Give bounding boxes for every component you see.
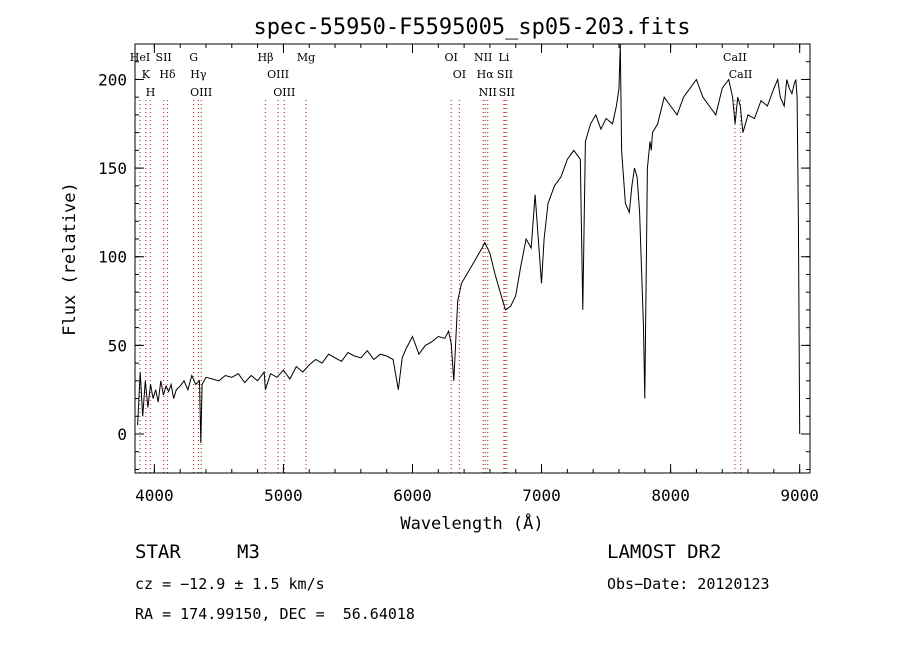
x-tick-label: 5000 xyxy=(264,486,303,505)
line-marker-label: SII xyxy=(497,68,513,81)
line-marker-label: SII xyxy=(499,86,515,99)
line-marker-label: Hα xyxy=(477,68,495,81)
x-tick-label: 9000 xyxy=(780,486,819,505)
x-tick-label: 8000 xyxy=(651,486,690,505)
line-marker-label: OIII xyxy=(190,86,212,99)
line-marker-label: Hβ xyxy=(258,51,274,64)
line-marker-label: NII xyxy=(474,51,492,64)
y-axis-label: Flux (relative) xyxy=(60,182,80,336)
line-marker-label: OIII xyxy=(267,68,289,81)
line-marker-label: H xyxy=(146,86,156,99)
line-markers: HeI KH SII Hδ G Hγ OIII Hβ OIII OIII Mg OI OI NII Hα NI… xyxy=(130,51,753,473)
line-marker-label: OI xyxy=(445,51,458,64)
line-marker-label: NII xyxy=(479,86,497,99)
line-marker-label: CaII xyxy=(729,68,753,81)
line-marker-label: Mg xyxy=(297,51,315,64)
axis-ticks: 4000 5000 6000 7000 8000 9000 0 50 100 150 200 xyxy=(98,43,819,505)
line-marker-label: K xyxy=(142,68,151,81)
line-marker-label: HeI xyxy=(130,51,150,64)
object-type: STAR xyxy=(135,541,181,563)
line-marker-label: OIII xyxy=(273,86,295,99)
obs-date: Obs−Date: 20120123 xyxy=(607,575,770,593)
y-tick-label: 50 xyxy=(108,336,127,355)
y-tick-label: 150 xyxy=(98,159,127,178)
object-class: M3 xyxy=(237,541,260,563)
line-marker-label: SII xyxy=(156,51,172,64)
x-axis-label: Wavelength (Å) xyxy=(400,512,543,534)
x-tick-label: 6000 xyxy=(393,486,432,505)
x-tick-label: 4000 xyxy=(135,486,174,505)
survey-name: LAMOST DR2 xyxy=(607,541,722,563)
ra-dec: RA = 174.99150, DEC = 56.64018 xyxy=(135,605,415,623)
x-tick-label: 7000 xyxy=(522,486,561,505)
line-marker-label: CaII xyxy=(723,51,747,64)
y-tick-label: 200 xyxy=(98,70,127,89)
chart-title: spec-55950-F5595005_sp05-203.fits xyxy=(253,15,690,40)
spectrum-line xyxy=(137,43,801,443)
plot-frame xyxy=(134,43,811,474)
y-tick-label: 100 xyxy=(98,248,127,267)
y-tick-label: 0 xyxy=(117,425,127,444)
line-marker-label: Li xyxy=(498,51,509,64)
line-marker-label: G xyxy=(189,51,198,64)
redshift-cz: cz = −12.9 ± 1.5 km/s xyxy=(135,575,325,593)
line-marker-label: Hγ xyxy=(190,68,207,81)
line-marker-label: OI xyxy=(453,68,466,81)
line-marker-label: Hδ xyxy=(159,68,176,81)
